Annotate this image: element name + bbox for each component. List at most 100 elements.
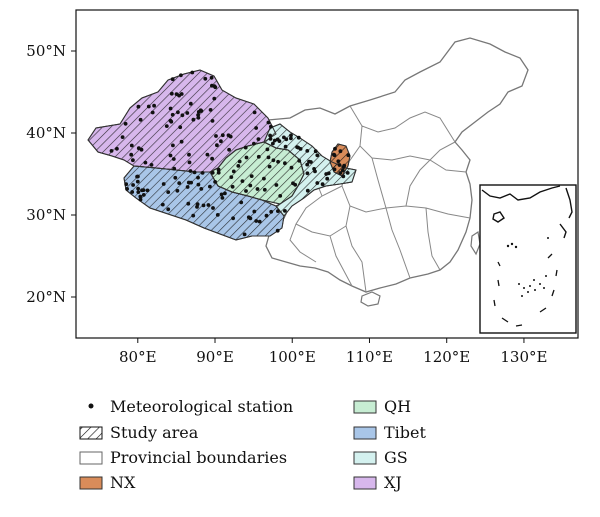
station-dot	[271, 158, 276, 163]
station-dot	[168, 118, 173, 123]
station-dot	[209, 75, 214, 80]
x-tick-label: 120°E	[423, 348, 470, 366]
station-dot	[129, 143, 134, 148]
inset-islands	[506, 237, 549, 297]
station-dot	[135, 174, 140, 179]
station-dot	[196, 182, 201, 187]
station-dot	[256, 154, 261, 159]
x-tick-label: 80°E	[119, 348, 157, 366]
station-dot	[185, 111, 190, 115]
y-tick-label: 30°N	[26, 206, 66, 224]
station-dot	[305, 149, 310, 153]
station-dot	[324, 172, 329, 176]
legend-swatch-XJ	[353, 476, 377, 490]
station-dot	[208, 108, 213, 112]
station-dot	[136, 186, 141, 191]
station-dot	[265, 147, 270, 152]
station-dot	[164, 124, 169, 128]
station-dot	[220, 133, 225, 138]
station-dot	[146, 104, 151, 109]
station-dot	[289, 133, 293, 138]
station-dot	[283, 209, 287, 213]
region-XJ-hatch	[87, 69, 277, 173]
station-dot	[187, 160, 192, 165]
station-dot	[231, 169, 236, 174]
x-axis: 80°E 90°E 100°E 110°E 120°E 130°E	[119, 338, 547, 366]
station-dot	[229, 175, 234, 180]
station-dot	[223, 191, 227, 196]
legend-label-study-area: Study area	[110, 423, 199, 442]
station-dot	[246, 215, 251, 220]
station-dot	[208, 184, 212, 189]
station-dot	[120, 135, 125, 140]
station-dot	[210, 119, 215, 123]
station-dot	[340, 168, 345, 173]
station-dot	[266, 120, 271, 125]
station-dot	[239, 200, 244, 205]
station-dot	[254, 126, 258, 130]
station-dot	[131, 158, 135, 163]
station-dot	[332, 167, 337, 172]
station-dot	[275, 228, 280, 233]
station-dot	[242, 232, 247, 237]
station-dot	[129, 152, 134, 157]
station-dot	[268, 137, 273, 141]
y-tick-label: 50°N	[26, 42, 66, 60]
station-dot	[252, 110, 257, 115]
station-dot	[262, 176, 266, 181]
station-dot	[125, 187, 129, 191]
station-dot	[109, 149, 114, 153]
station-dot	[166, 207, 171, 212]
station-dot	[192, 170, 197, 175]
station-dot	[216, 167, 221, 172]
station-dot	[188, 101, 193, 106]
station-dot	[216, 170, 221, 175]
station-dot	[187, 152, 191, 157]
station-dot	[289, 136, 293, 141]
station-dot	[240, 179, 245, 184]
map-body	[87, 37, 529, 307]
station-dot	[196, 115, 201, 120]
station-dot	[307, 159, 311, 164]
station-dot	[269, 209, 274, 214]
station-dot	[297, 158, 302, 163]
station-dot	[296, 145, 301, 150]
station-dot	[191, 117, 196, 122]
station-dot	[341, 165, 346, 170]
station-dot	[177, 93, 182, 98]
station-dot	[200, 171, 205, 175]
legend-label-QH: QH	[384, 397, 411, 416]
y-tick-label: 40°N	[26, 124, 66, 142]
legend-label-XJ: XJ	[384, 473, 402, 492]
station-dot	[333, 146, 337, 151]
station-dot	[237, 159, 242, 164]
station-dot	[195, 202, 200, 207]
station-dot	[231, 216, 236, 221]
station-dot	[312, 167, 316, 171]
station-dot	[215, 213, 220, 217]
station-dot	[186, 201, 191, 206]
station-dot	[143, 160, 148, 165]
south-china-sea-inset	[479, 184, 577, 334]
station-dot	[264, 213, 269, 218]
x-tick-label: 130°E	[500, 348, 547, 366]
station-dot	[123, 121, 128, 126]
station-dot	[210, 83, 214, 88]
station-dot	[219, 192, 224, 197]
station-dot	[338, 171, 343, 175]
legend-label-Tibet: Tibet	[384, 423, 427, 442]
station-dot	[220, 196, 225, 200]
station-dot	[336, 159, 341, 164]
station-dot	[254, 219, 259, 223]
station-dot	[166, 190, 171, 195]
station-dot	[168, 106, 173, 111]
legend: Meteorological station Study area Provin…	[79, 397, 427, 492]
legend-swatch-NX	[79, 476, 103, 490]
station-dot	[244, 189, 248, 193]
station-dot	[269, 124, 273, 129]
station-dot	[315, 181, 320, 185]
station-dot	[248, 183, 253, 188]
station-dot	[282, 135, 286, 140]
x-tick-label: 110°E	[346, 348, 393, 366]
station-dot	[136, 190, 141, 195]
